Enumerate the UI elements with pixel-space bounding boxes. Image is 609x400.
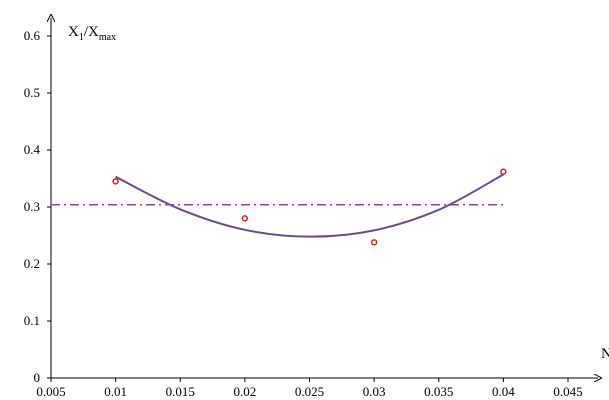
series-layer [51,168,507,246]
y-axis-title-sub2: max [99,32,116,43]
x-tick-label: 0.005 [36,384,65,399]
y-ticks: 0 0.1 0.2 0.3 0.4 0.5 0.6 [24,28,51,385]
x-tick-label: 0.04 [492,384,515,399]
data-point [112,178,119,185]
x-tick-label: 0.01 [104,384,127,399]
y-tick-label: 0 [34,370,41,385]
x-axis-title: N [601,346,609,362]
y-axis-title: X1/Xmax [68,24,116,43]
y-tick-label: 0.1 [24,313,40,328]
y-axis-title-main: X [68,24,79,40]
y-axis-title-sub1: 1 [79,32,84,43]
y-axis-title-slash: /X [84,24,99,40]
data-point [241,215,249,222]
x-ticks: 0.005 0.01 0.015 0.02 0.025 0.03 0.035 0.04 0.04… [36,378,583,399]
y-tick-label: 0.5 [24,85,40,100]
x-tick-label: 0.025 [295,384,324,399]
data-point [370,239,378,246]
y-tick-label: 0.6 [24,28,41,43]
x-tick-label: 0.035 [424,384,453,399]
x-tick-label: 0.03 [363,384,386,399]
y-tick-label: 0.2 [24,256,40,271]
y-tick-label: 0.4 [24,142,41,157]
data-point [500,168,507,175]
x-tick-label: 0.02 [234,384,257,399]
y-tick-label: 0.3 [24,199,40,214]
x-tick-label: 0.045 [553,384,582,399]
fit-curve [115,173,504,238]
x-tick-label: 0.015 [166,384,195,399]
